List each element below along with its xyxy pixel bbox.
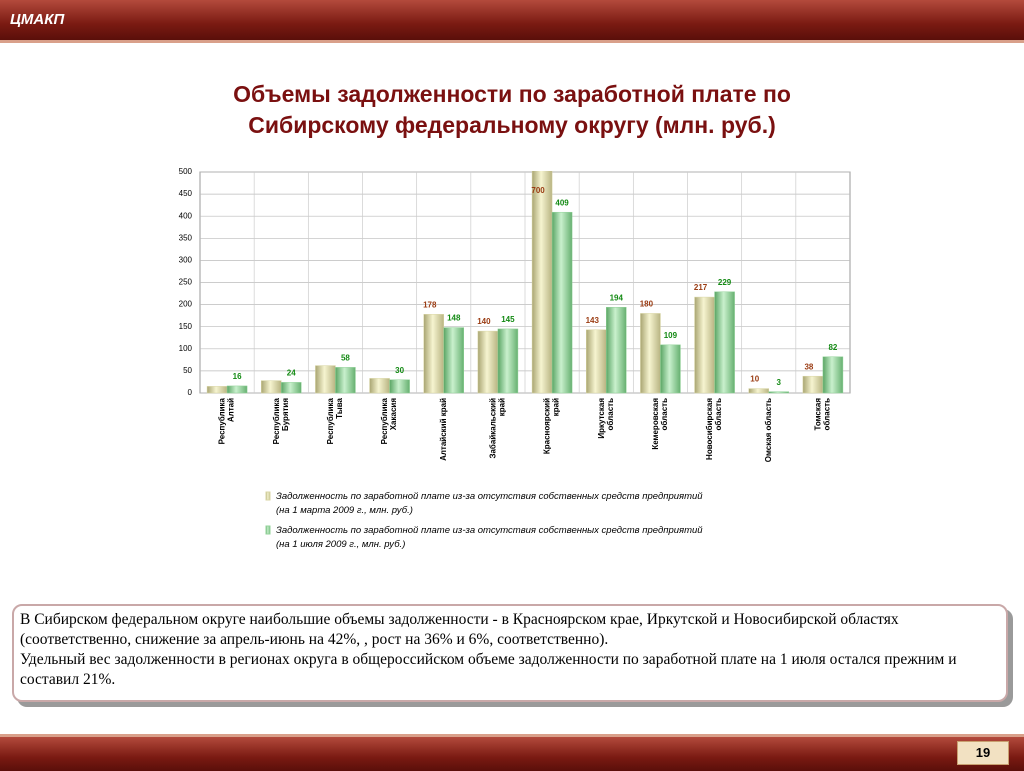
y-tick-label: 100 xyxy=(179,344,193,353)
x-tick-label: Забайкальскийкрай xyxy=(489,398,507,459)
x-tick-label: Алтайский край xyxy=(439,398,448,461)
data-label: 148 xyxy=(447,314,461,323)
x-tick-label: Омская область xyxy=(764,398,773,462)
data-label: 30 xyxy=(395,366,404,375)
bar xyxy=(335,367,356,394)
data-label: 178 xyxy=(423,300,437,309)
y-tick-label: 50 xyxy=(183,366,192,375)
data-label: 194 xyxy=(610,293,624,302)
data-label: 16 xyxy=(233,372,242,381)
x-tick-label: РеспубликаТыва xyxy=(326,397,344,444)
y-tick-label: 250 xyxy=(179,278,193,287)
data-label: 700 xyxy=(531,186,545,195)
bar xyxy=(606,307,627,394)
bar xyxy=(281,382,302,394)
bar xyxy=(369,378,390,394)
data-label: 145 xyxy=(501,315,515,324)
bar xyxy=(497,328,519,394)
bar xyxy=(660,344,681,394)
legend-label: Задолженность по заработной плате из-за … xyxy=(276,491,703,516)
data-label: 229 xyxy=(718,278,732,287)
data-label: 409 xyxy=(555,198,569,207)
note-paragraph: Удельный вес задолженности в регионах ок… xyxy=(20,651,957,688)
y-tick-label: 350 xyxy=(179,233,193,242)
bar xyxy=(640,313,661,394)
bar xyxy=(802,375,824,394)
legend-swatch xyxy=(265,525,271,535)
y-tick-label: 500 xyxy=(179,167,193,176)
legend-swatch xyxy=(265,491,271,501)
bars xyxy=(206,171,844,394)
x-tick-label: Иркутскаяобласть xyxy=(597,398,615,439)
y-tick-label: 300 xyxy=(179,256,193,265)
y-tick-label: 400 xyxy=(179,211,193,220)
bar xyxy=(315,365,336,394)
y-tick-label: 450 xyxy=(179,189,193,198)
data-label: 3 xyxy=(777,378,782,387)
data-label: 82 xyxy=(828,343,837,352)
bar xyxy=(261,380,282,394)
data-label: 143 xyxy=(586,316,600,325)
data-label: 58 xyxy=(341,353,350,362)
data-label: 38 xyxy=(804,362,813,371)
header-band: ЦМАКП xyxy=(0,0,1024,43)
x-tick-label: Кемеровскаяобласть xyxy=(651,398,669,450)
data-label: 24 xyxy=(287,369,296,378)
brand: ЦМАКП xyxy=(10,11,65,28)
bar xyxy=(551,211,573,394)
bar xyxy=(768,391,789,394)
data-label: 10 xyxy=(750,375,759,384)
x-tick-label: РеспубликаАлтай xyxy=(218,397,236,444)
page-number: 19 xyxy=(957,741,1009,765)
data-label: 109 xyxy=(664,331,678,340)
x-tick-label: Томскаяобласть xyxy=(814,398,832,431)
bar xyxy=(748,388,769,394)
bar xyxy=(822,356,844,394)
bar xyxy=(226,385,248,394)
y-tick-label: 0 xyxy=(188,388,193,397)
note-box: В Сибирском федеральном округе наибольши… xyxy=(12,604,1008,702)
x-tick-label: РеспубликаБурятия xyxy=(272,397,290,444)
legend-label: Задолженность по заработной плате из-за … xyxy=(276,525,703,550)
bar xyxy=(389,379,410,394)
bar xyxy=(443,327,464,394)
bar xyxy=(206,386,228,394)
bar xyxy=(586,329,607,394)
bar xyxy=(423,314,444,394)
data-label: 140 xyxy=(477,317,491,326)
chart-title: Объемы задолженности по заработной плате… xyxy=(233,81,791,138)
data-label: 217 xyxy=(694,283,708,292)
note-paragraph: В Сибирском федеральном округе наибольши… xyxy=(20,611,899,648)
y-tick-label: 150 xyxy=(179,322,193,331)
chart: Объемы задолженности по заработной плате… xyxy=(179,81,851,550)
bar xyxy=(694,296,715,394)
y-tick-label: 200 xyxy=(179,300,193,309)
x-tick-label: РеспубликаХакасия xyxy=(380,397,398,444)
footer-band xyxy=(0,734,1024,771)
x-tick-label: Красноярскийкрай xyxy=(543,398,561,454)
bar xyxy=(477,330,499,394)
data-label: 180 xyxy=(640,300,654,309)
x-tick-label: Новосибирскаяобласть xyxy=(705,398,723,460)
bar xyxy=(714,291,735,394)
